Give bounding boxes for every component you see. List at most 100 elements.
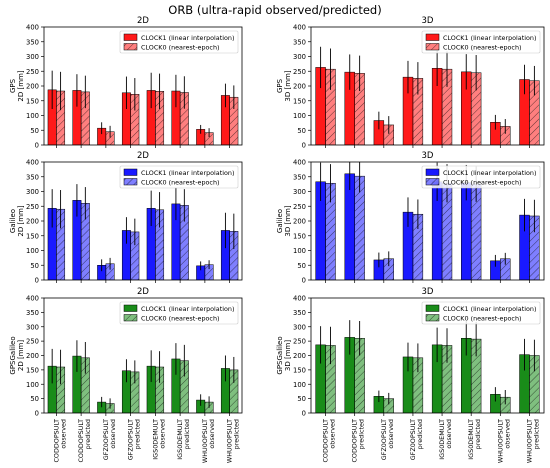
bar-hatch [471,339,482,413]
y-tick-label: 50 [30,262,39,270]
y-tick-label: 150 [26,232,39,240]
y-tick-label: 400 [293,24,306,32]
x-tick-label: GFZ0OPSULTpredicted [127,419,142,460]
y-tick-label: 200 [293,83,306,91]
bar-hatch [105,131,115,145]
x-tick-label: GFZ0OPSULTobserved [380,419,395,460]
x-tick-label: IGS0DEMULTobserved [438,419,453,460]
bar-hatch [81,357,90,413]
x-tick-label: CODDOPSULTpredicted [77,419,92,463]
y-tick-label: 100 [26,112,39,120]
bar-hatch [383,258,394,280]
axes-frame [43,26,243,146]
y-tick-label: 150 [293,97,306,105]
legend-swatch [425,33,440,41]
x-tick-label-line: observed [109,419,117,449]
x-tick-label-line: predicted [416,419,424,449]
subplot-title: 2D [137,287,149,297]
legend-label: CLOCK0 (nearest-epoch) [443,43,521,51]
subplot-5: 2D 0 50 100 150 200 250 300 350 400 GPSGalileo2D [… [9,287,243,463]
y-tick-label: 100 [293,381,306,389]
y-tick-label: 50 [297,395,306,403]
y-tick-label: 350 [293,38,306,46]
x-tick-label: IGS0DEMULTpredicted [176,419,191,460]
y-axis-label-line: Galileo [276,209,284,233]
y-tick-label: 150 [293,232,306,240]
y-tick-label: 150 [26,97,39,105]
bar-hatch [529,355,540,413]
y-tick-label: 300 [293,323,306,331]
y-tick-label: 400 [26,295,39,303]
legend: CLOCK1 (linear interpolation)CLOCK0 (nea… [421,30,541,54]
y-tick-label: 0 [35,277,39,285]
y-tick-label: 200 [26,218,39,226]
y-tick-label: 50 [30,127,39,135]
legend-label: CLOCK1 (linear interpolation) [443,169,536,177]
subplot-2: 3D 0 50 100 150 200 250 300 350 400 GPS3D [mm] CLOC… [276,16,545,150]
y-tick-label: 0 [302,142,306,150]
bar-hatch [442,183,452,280]
bar-hatch [471,72,482,145]
legend-box [119,30,239,54]
legend-box [119,165,239,189]
x-tick-label-line: CODDOPSULT [77,419,85,463]
y-axis-label-line: 3D [mm] [284,340,292,371]
bar-hatch [412,78,423,145]
x-tick-label-line: predicted [134,419,142,449]
x-tick-label-line: GFZ0OPSULT [409,419,417,460]
bar-hatch [412,357,423,413]
legend-swatch-hatch [124,314,137,321]
x-tick-label-line: observed [445,419,453,449]
bar-hatch [500,126,511,145]
y-axis-label-line: 3D [mm] [284,70,292,101]
x-tick-label: WHU0OPSULTobserved [201,419,216,463]
bar-hatch [471,184,482,280]
y-axis-label-line: 2D [mm] [17,340,25,371]
subplot-6: 3D 0 50 100 150 200 250 300 350 400 GPSGalileo3D [… [276,287,545,463]
x-tick-label-line: IGS0DEMULT [438,419,446,460]
y-tick-label: 200 [293,352,306,360]
y-tick-label: 0 [302,277,306,285]
axes-frame [310,297,545,414]
bar-hatch [442,69,452,145]
subplot-3: 2D 0 50 100 150 200 250 300 350 400 Galileo2D [mm]… [9,151,243,285]
x-tick-label: GFZ0OPSULTobserved [102,419,117,460]
legend-swatch-hatch [426,314,439,321]
bar-hatch [56,367,65,413]
bar-hatch [325,69,336,145]
bars-group [47,70,239,145]
bar-hatch [180,92,189,145]
bar-hatch [325,183,336,280]
bars-group [315,162,540,280]
subplot-grid: 2D 0 50 100 150 200 250 300 350 400 GPS2D [mm] CLOC… [9,16,545,463]
x-tick-label-line: CODDOPSULT [322,419,330,463]
x-tick-label: WHU0OPSULTpredicted [525,419,540,463]
legend-swatch [123,304,138,312]
y-axis-label: GPS3D [mm] [276,70,292,101]
bar-hatch [229,97,239,145]
y-tick-label: 0 [302,410,306,418]
y-axis-label: GPS2D [mm] [9,70,25,101]
bar-hatch [155,209,164,280]
legend-swatch-hatch [426,178,439,185]
legend: CLOCK1 (linear interpolation)CLOCK0 (nea… [421,301,541,325]
legend-swatch [123,33,138,41]
y-tick-label: 250 [293,338,306,346]
legend: CLOCK1 (linear interpolation)CLOCK0 (nea… [119,301,239,325]
bar-hatch [354,338,365,413]
legend: CLOCK1 (linear interpolation)CLOCK0 (nea… [421,165,541,189]
bar-hatch [354,176,365,280]
x-tick-label-line: WHU0OPSULT [201,419,209,463]
bars-group [315,46,540,145]
bar-hatch [180,360,189,413]
subplot-4: 3D 0 50 100 150 200 250 300 350 400 Galileo3D [mm]… [276,151,545,285]
bar-hatch [204,264,214,280]
bar-hatch [155,367,164,413]
legend-label: CLOCK1 (linear interpolation) [141,169,234,177]
legend-label: CLOCK0 (nearest-epoch) [141,314,219,322]
bar-hatch [56,91,65,145]
bars-group [47,184,239,280]
x-tick-label-line: IGS0DEMULT [151,419,159,460]
x-tick-label-line: WHU0OPSULT [226,419,234,463]
y-tick-label: 400 [293,159,306,167]
